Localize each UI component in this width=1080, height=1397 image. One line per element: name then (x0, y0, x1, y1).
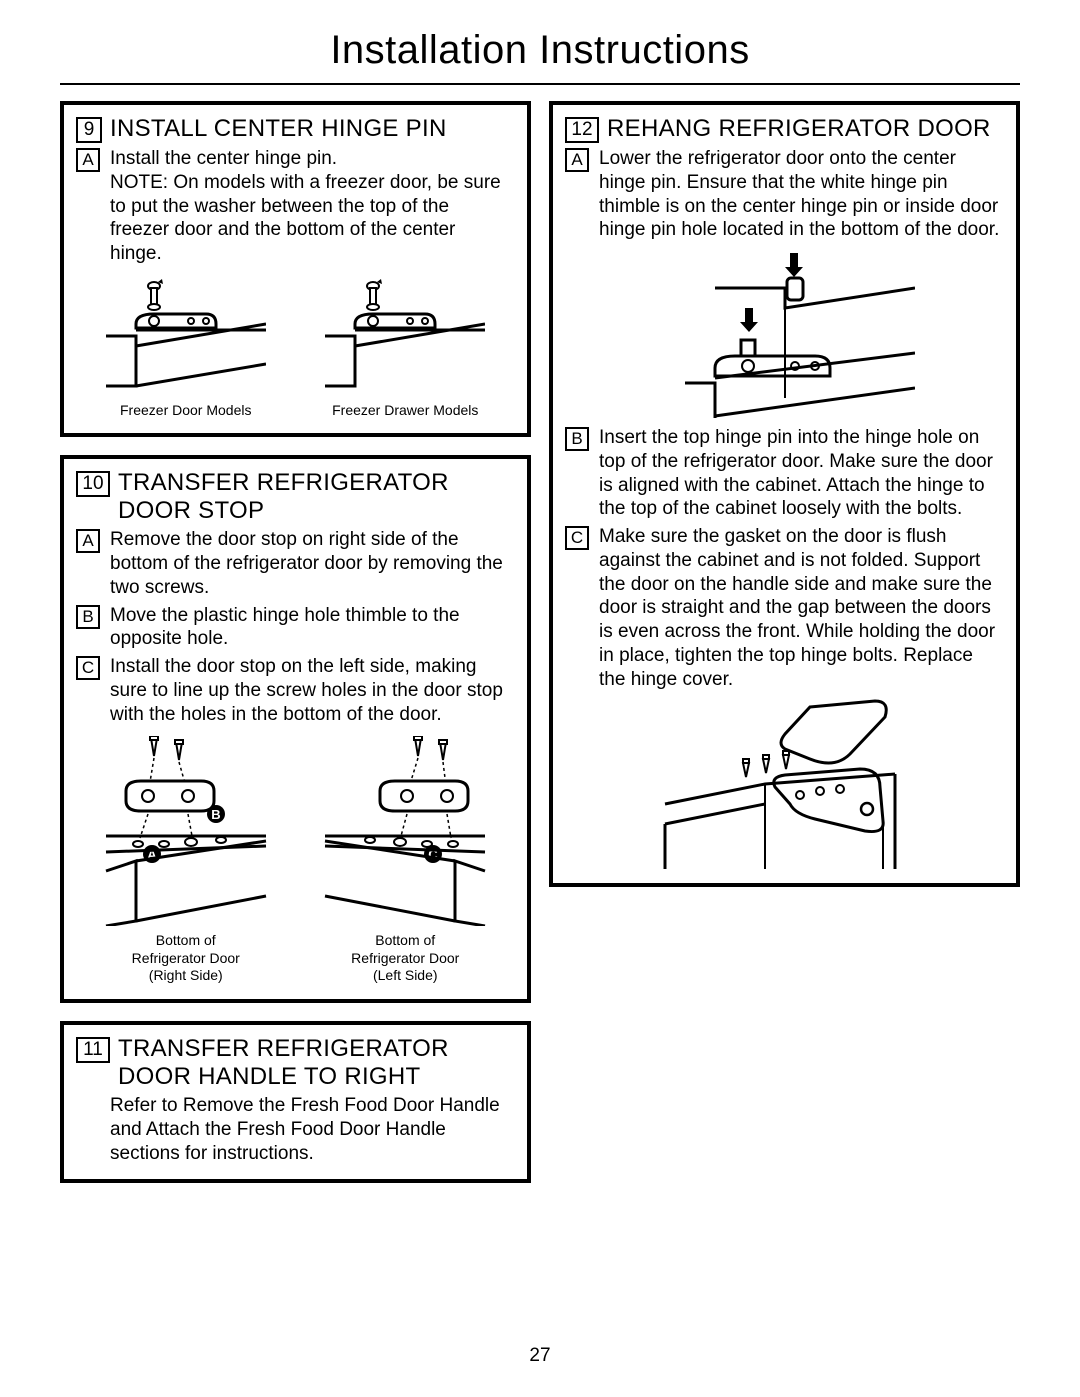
letter-A: A (76, 529, 100, 553)
section-11-title: TRANSFER REFRIGERATOR DOOR HANDLE TO RIG… (118, 1035, 515, 1090)
section-10: 10 TRANSFER REFRIGERATOR DOOR STOP A Rem… (60, 455, 531, 1003)
rehang-door-diagram-top (655, 248, 915, 418)
letter-C: C (565, 526, 589, 550)
section-12-A-text: Lower the refrigerator door onto the cen… (599, 147, 1004, 242)
title-rule (60, 83, 1020, 85)
left-column: 9 INSTALL CENTER HINGE PIN A Install the… (60, 101, 531, 1183)
step-number-10: 10 (76, 471, 110, 497)
section-10-caption-right: Bottom of Refrigerator Door (Left Side) (351, 932, 459, 985)
hinge-pin-diagram-left (106, 276, 266, 396)
section-9-caption-right: Freezer Drawer Models (332, 402, 478, 420)
page-title: Installation Instructions (60, 28, 1020, 73)
step-number-12: 12 (565, 117, 599, 143)
section-11-body: Refer to Remove the Fresh Food Door Hand… (110, 1094, 515, 1165)
section-9-caption-left: Freezer Door Models (120, 402, 252, 420)
svg-text:B: B (211, 807, 220, 822)
letter-B: B (565, 427, 589, 451)
section-11: 11 TRANSFER REFRIGERATOR DOOR HANDLE TO … (60, 1021, 531, 1183)
step-number-9: 9 (76, 117, 102, 143)
section-9-A-text: Install the center hinge pin. NOTE: On m… (110, 147, 515, 266)
hinge-pin-diagram-right (325, 276, 485, 396)
door-stop-diagram-right: C (315, 736, 495, 926)
section-12: 12 REHANG REFRIGERATOR DOOR A Lower the … (549, 101, 1020, 887)
letter-C: C (76, 656, 100, 680)
page-number: 27 (529, 1345, 550, 1367)
section-10-caption-left: Bottom of Refrigerator Door (Right Side) (132, 932, 240, 985)
section-10-title: TRANSFER REFRIGERATOR DOOR STOP (118, 469, 515, 524)
letter-A: A (565, 148, 589, 172)
section-12-B-text: Insert the top hinge pin into the hinge … (599, 426, 1004, 521)
section-10-A-text: Remove the door stop on right side of th… (110, 528, 515, 599)
step-number-11: 11 (76, 1037, 110, 1063)
section-10-C-text: Install the door stop on the left side, … (110, 655, 515, 726)
rehang-door-diagram-bottom (635, 699, 935, 869)
section-9-title: INSTALL CENTER HINGE PIN (110, 115, 447, 143)
two-column-layout: 9 INSTALL CENTER HINGE PIN A Install the… (60, 101, 1020, 1183)
section-12-C-text: Make sure the gasket on the door is flus… (599, 525, 1004, 691)
letter-B: B (76, 605, 100, 629)
door-stop-diagram-left: B A (96, 736, 276, 926)
right-column: 12 REHANG REFRIGERATOR DOOR A Lower the … (549, 101, 1020, 1183)
letter-A: A (76, 148, 100, 172)
section-9: 9 INSTALL CENTER HINGE PIN A Install the… (60, 101, 531, 437)
section-10-B-text: Move the plastic hinge hole thimble to t… (110, 604, 515, 652)
section-12-title: REHANG REFRIGERATOR DOOR (607, 115, 991, 143)
